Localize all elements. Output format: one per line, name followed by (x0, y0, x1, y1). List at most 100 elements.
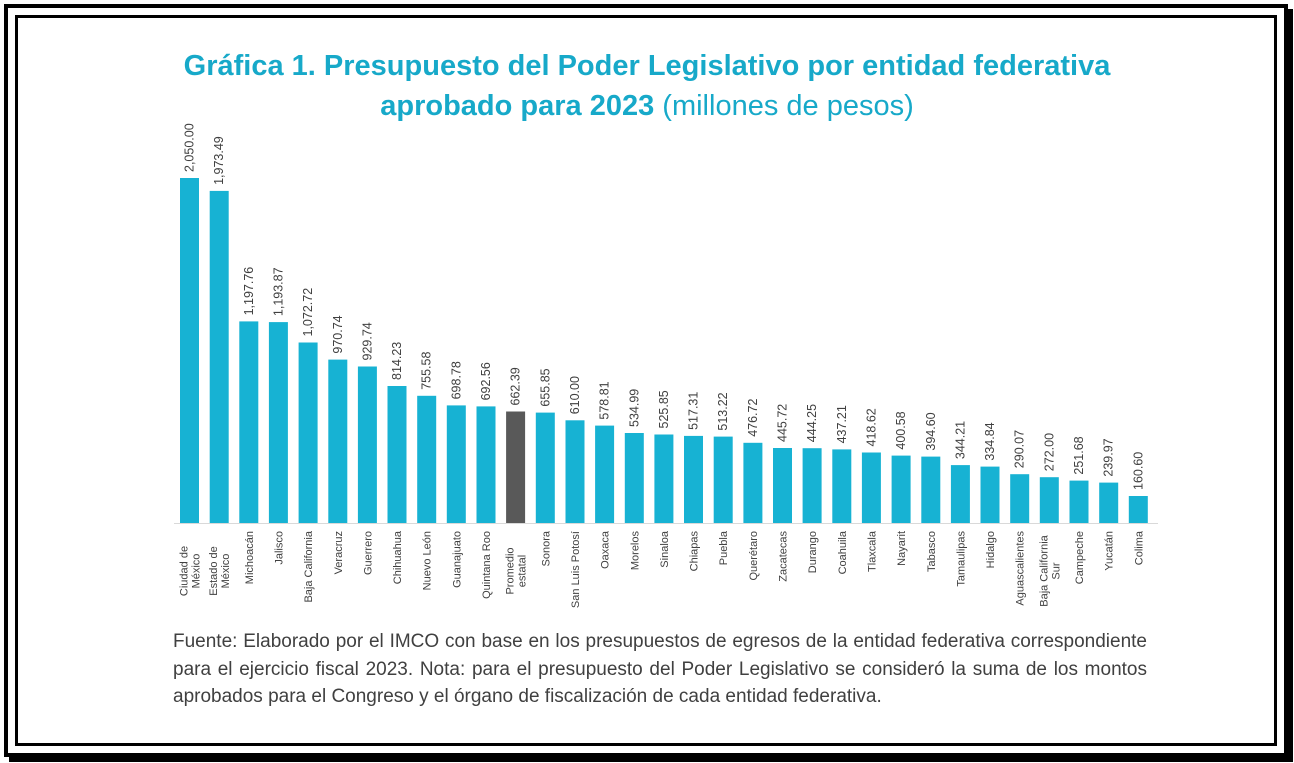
tick-label-line: Michoacán (244, 531, 256, 584)
tick-label-nayarit: Nayarit (896, 531, 908, 566)
tick-label-line: Yucatán (1104, 531, 1116, 571)
bar-tlaxcala (861, 452, 881, 523)
tick-label-tabasco: Tabasco (926, 531, 938, 572)
tick-label-line: Chihuahua (392, 530, 404, 584)
bar-guanajuato (446, 405, 466, 523)
tick-label-line: Ciudad de (179, 546, 191, 596)
tick-label-line: Chiapas (689, 531, 701, 572)
value-label-chihuahua: 814.23 (390, 342, 404, 380)
bar-queretaro (743, 442, 763, 523)
value-label-guerrero: 929.74 (360, 322, 374, 360)
tick-label-line: Querétaro (748, 531, 760, 581)
tick-label-durango: Durango (807, 531, 819, 573)
tick-label-line: Morelos (629, 531, 641, 571)
tick-label-jalisco: Jalisco (273, 531, 285, 565)
bar-nuevo-leon (417, 395, 437, 523)
bar-sonora (535, 412, 555, 523)
tick-label-guerrero: Guerrero (362, 531, 374, 575)
title-unit: (millones de pesos) (662, 90, 914, 122)
bar-guerrero (357, 366, 377, 523)
bar-morelos (624, 433, 644, 523)
value-label-colima: 160.60 (1131, 452, 1145, 490)
bar-tamaulipas (950, 465, 970, 523)
tick-label-line: Tlaxcala (866, 530, 878, 572)
bar-campeche (1069, 480, 1089, 523)
value-label-tlaxcala: 418.62 (864, 408, 878, 446)
bar-colima (1128, 496, 1148, 523)
bar-san-luis-potosi (565, 420, 585, 523)
bar-zacatecas (773, 448, 792, 523)
value-label-guanajuato: 698.78 (449, 361, 463, 399)
tick-label-tamaulipas: Tamaulipas (955, 531, 967, 587)
tick-label-line: Colima (1133, 530, 1145, 565)
bar-chihuahua (387, 386, 407, 523)
value-label-san-luis-potosi: 610.00 (568, 376, 582, 414)
tick-label-chihuahua: Chihuahua (392, 530, 404, 584)
tick-label-line: Nayarit (896, 531, 908, 566)
value-label-nayarit: 400.58 (894, 411, 908, 449)
tick-label-colima: Colima (1133, 530, 1145, 565)
tick-label-veracruz: Veracruz (333, 531, 345, 574)
tick-label-line: Sonora (540, 530, 552, 566)
value-label-veracruz: 970.74 (331, 315, 345, 353)
tick-label-ciudad-de-mexico: Ciudad deMéxico (179, 546, 203, 596)
tick-label-campeche: Campeche (1074, 531, 1086, 584)
tick-label-coahuila: Coahuila (837, 530, 849, 574)
tick-label-zacatecas: Zacatecas (778, 531, 790, 582)
tick-label-oaxaca: Oaxaca (600, 530, 612, 569)
value-label-jalisco: 1,193.87 (271, 267, 285, 316)
bar-tabasco (921, 456, 941, 523)
bar-baja-california-sur (1039, 477, 1059, 523)
tick-label-hidalgo: Hidalgo (985, 531, 997, 568)
bar-coahuila (832, 449, 852, 523)
value-label-michoacan: 1,197.76 (242, 267, 256, 316)
bar-ciudad-de-mexico (180, 178, 199, 523)
tick-label-michoacan: Michoacán (244, 531, 256, 584)
value-label-quintana-roo: 692.56 (479, 362, 493, 400)
tick-label-line: Estado de (208, 546, 220, 596)
value-label-campeche: 251.68 (1072, 436, 1086, 474)
tick-label-yucatan: Yucatán (1104, 531, 1116, 571)
tick-label-line: México (191, 554, 203, 589)
tick-label-quintana-roo: Quintana Roo (481, 531, 493, 599)
tick-label-line: Guanajuato (451, 531, 463, 588)
bar-yucatan (1099, 482, 1119, 523)
value-label-yucatan: 239.97 (1102, 438, 1116, 476)
source-note: Fuente: Elaborado por el IMCO con base e… (173, 631, 1147, 707)
tick-label-line: México (220, 554, 232, 589)
tick-label-nuevo-leon: Nuevo León (422, 531, 434, 590)
tick-label-line: Aguascalientes (1015, 531, 1027, 606)
value-label-queretaro: 476.72 (746, 399, 760, 437)
title-line-1: Gráfica 1. Presupuesto del Poder Legisla… (183, 50, 1111, 82)
value-label-oaxaca: 578.81 (598, 381, 612, 419)
value-label-nuevo-leon: 755.58 (420, 352, 434, 390)
bar-nayarit (891, 455, 911, 523)
value-label-hidalgo: 334.84 (983, 422, 997, 460)
value-label-durango: 444.25 (805, 404, 819, 442)
tick-label-aguascalientes: Aguascalientes (1015, 531, 1027, 606)
bar-chiapas (684, 435, 703, 523)
value-label-chiapas: 517.31 (687, 392, 701, 430)
tick-label-line: Durango (807, 531, 819, 573)
tick-label-chiapas: Chiapas (689, 531, 701, 572)
value-label-promedio-estatal: 662.39 (509, 367, 523, 405)
bar-aguascalientes (1010, 474, 1030, 523)
bar-baja-california (298, 342, 318, 523)
tick-label-san-luis-potosi: San Luis Potosí (570, 531, 582, 608)
bar-veracruz (328, 359, 348, 523)
tick-label-line: San Luis Potosí (570, 531, 582, 608)
tick-label-line: Veracruz (333, 531, 345, 574)
inner-frame (15, 15, 1277, 746)
bar-promedio-estatal (506, 411, 526, 523)
bar-oaxaca (595, 425, 615, 523)
tick-label-line: Coahuila (837, 530, 849, 574)
value-label-sonora: 655.85 (538, 368, 552, 406)
bar-hidalgo (980, 466, 1000, 523)
tick-label-line: Jalisco (273, 531, 285, 565)
value-label-estado-de-mexico: 1,973.49 (212, 136, 226, 185)
tick-label-line: Nuevo León (422, 531, 434, 590)
tick-label-estado-de-mexico: Estado deMéxico (208, 546, 232, 596)
tick-label-line: Campeche (1074, 531, 1086, 584)
tick-label-line: Quintana Roo (481, 531, 493, 599)
